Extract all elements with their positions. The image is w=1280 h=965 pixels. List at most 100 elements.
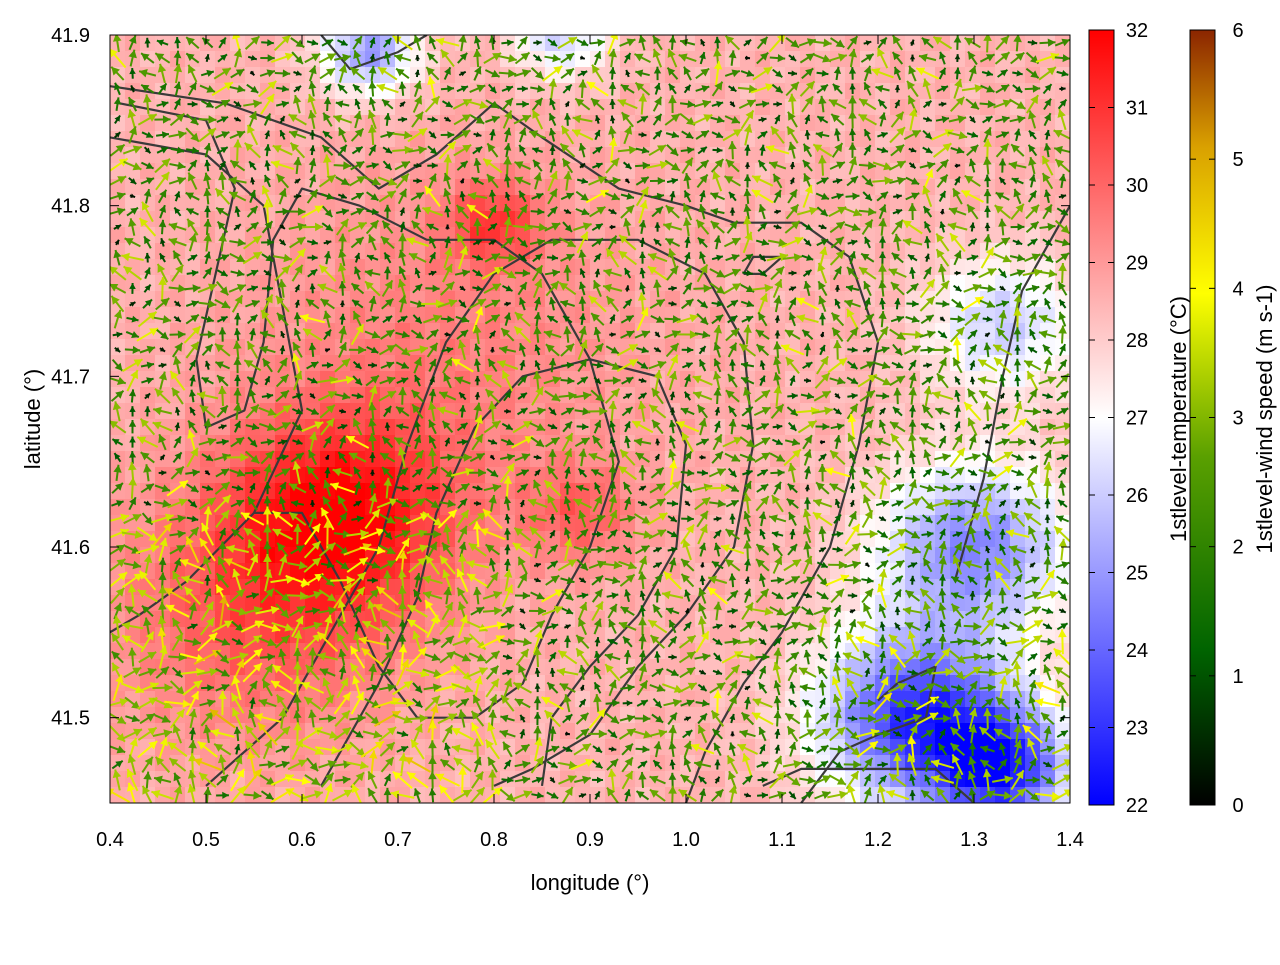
temperature-cell [350,339,366,356]
temperature-cell [245,307,261,324]
temperature-cell [515,211,531,228]
temperature-cell [725,723,741,740]
temperature-cell [515,707,531,724]
temperature-cell [1025,291,1041,308]
temperature-cell [605,307,621,324]
temperature-cell [920,99,936,116]
temperature-cell [485,291,501,308]
temperature-cell [395,99,411,116]
temperature-cell [560,83,576,100]
temperature-cell [605,323,621,340]
temperature-cell [1010,611,1026,628]
temperature-cell [410,467,426,484]
temperature-cell [320,51,336,68]
temperature-cell [965,115,981,132]
temperature-cell [485,451,501,468]
temperature-cell [920,467,936,484]
temperature-cell [290,83,306,100]
temperature-cell [635,355,651,372]
temperature-cell [635,707,651,724]
temperature-cell [635,483,651,500]
temperature-cell [605,723,621,740]
temperature-cell [305,51,321,68]
temperature-cell [575,51,591,68]
temperature-cell [980,435,996,452]
temperature-cell [935,67,951,84]
temperature-cell [155,115,171,132]
temperature-cell [680,323,696,340]
temperature-cell [140,291,156,308]
temperature-cell [1010,483,1026,500]
temperature-cell [305,755,321,772]
temperature-cell [845,691,861,708]
temperature-cell [965,83,981,100]
temperature-cell [725,99,741,116]
temperature-cell [1040,323,1056,340]
temperature-cell [1040,83,1056,100]
temperature-cell [140,515,156,532]
temperature-cell [845,707,861,724]
temperature-cell [155,467,171,484]
temperature-cell [860,339,876,356]
temperature-cell [575,467,591,484]
temperature-cell [755,435,771,452]
temperature-cell [995,67,1011,84]
temperature-cell [845,355,861,372]
temperature-cell [725,291,741,308]
temperature-cell [155,339,171,356]
temperature-cell [680,707,696,724]
temperature-cell [965,323,981,340]
temperature-cell [560,723,576,740]
temperature-cell [545,499,561,516]
temperature-cell [185,99,201,116]
temperature-cell [620,291,636,308]
temperature-cell [1055,83,1071,100]
temperature-cell [1025,483,1041,500]
temperature-cell [200,467,216,484]
temperature-cell [170,451,186,468]
temperature-cell [845,371,861,388]
temperature-cell [185,499,201,516]
temperature-cell [320,339,336,356]
temperature-cell [1025,451,1041,468]
plot-area [105,31,1072,808]
temperature-cell [980,51,996,68]
temperature-cell [530,115,546,132]
temperature-cell [320,451,336,468]
temperature-cell [590,755,606,772]
temperature-cell [665,67,681,84]
temperature-cell [455,51,471,68]
temperature-cell [935,707,951,724]
temperature-cell [890,707,906,724]
temperature-cell [110,339,126,356]
temperature-cell [695,451,711,468]
temperature-cell [800,691,816,708]
temperature-cell [1025,339,1041,356]
temperature-cell [335,83,351,100]
temperature-cell [350,355,366,372]
temperature-cell [155,355,171,372]
temperature-cell [860,675,876,692]
temperature-cell [1010,435,1026,452]
temperature-cell [890,467,906,484]
temperature-cell [725,83,741,100]
temperature-cell [935,99,951,116]
temperature-cell [650,451,666,468]
temperature-cell [350,83,366,100]
temperature-cell [245,67,261,84]
temperature-cell [950,691,966,708]
temperature-cell [380,227,396,244]
temperature-cell [830,83,846,100]
temperature-cell [485,323,501,340]
temperature-cell [770,99,786,116]
temperature-cell [170,323,186,340]
temperature-cell [650,323,666,340]
temperature-cell [860,707,876,724]
temperature-cell [920,515,936,532]
temperature-cell [860,691,876,708]
temperature-cell [935,307,951,324]
temperature-cell [575,691,591,708]
temperature-cell [635,339,651,356]
